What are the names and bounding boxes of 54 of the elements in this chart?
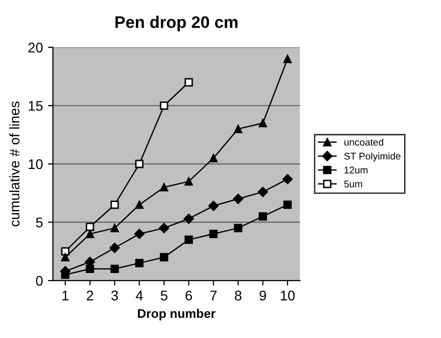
- point: [234, 124, 242, 134]
- x-tick-label: 5: [160, 290, 168, 300]
- legend-label: 5um: [344, 180, 362, 188]
- point: [258, 118, 268, 128]
- y-tick-label: 20: [28, 42, 43, 52]
- y-tick-label: 10: [28, 159, 43, 170]
- point: [158, 222, 170, 234]
- legend-label: ST Polyimide: [344, 152, 400, 162]
- point: [184, 236, 193, 244]
- point: [282, 174, 293, 184]
- point: [209, 230, 218, 238]
- point: [184, 78, 193, 86]
- x-tick-label: 2: [86, 290, 94, 300]
- legend-label: uncoated: [344, 138, 384, 146]
- x-tick-label: 6: [186, 290, 192, 300]
- point: [160, 101, 168, 110]
- point: [135, 258, 144, 268]
- x-tick-label: 10: [280, 290, 295, 300]
- point: [184, 177, 193, 186]
- point: [61, 253, 70, 262]
- point: [258, 186, 268, 198]
- point: [160, 183, 168, 192]
- point: [86, 222, 94, 232]
- point: [110, 242, 120, 254]
- y-tick-label: 15: [28, 101, 43, 111]
- point: [233, 194, 244, 204]
- x-tick-label: 3: [111, 290, 118, 300]
- point: [208, 200, 219, 212]
- x-tick-label: 9: [260, 290, 266, 300]
- point: [134, 228, 144, 240]
- point: [135, 200, 144, 209]
- x-axis-title: Drop number: [138, 308, 216, 320]
- x-tick-label: 7: [210, 290, 217, 300]
- point: [283, 54, 292, 64]
- x-tick-label: 1: [62, 290, 68, 300]
- point: [135, 160, 144, 168]
- y-tick-label: 0: [36, 276, 43, 286]
- point: [110, 200, 119, 209]
- y-tick-label: 5: [36, 218, 43, 228]
- point: [234, 224, 242, 232]
- point: [209, 154, 218, 162]
- point: [86, 264, 94, 274]
- x-tick-label: 8: [234, 290, 242, 300]
- legend-label: 12um: [344, 166, 368, 174]
- point: [110, 224, 119, 232]
- y-axis-title: cumulative # of lines: [9, 102, 20, 226]
- point: [258, 212, 268, 221]
- point: [184, 214, 194, 224]
- point: [283, 200, 292, 209]
- x-tick-label: 4: [136, 290, 143, 300]
- point: [86, 230, 94, 238]
- chart-title: Pen drop 20 cm: [115, 16, 238, 32]
- point: [160, 253, 168, 262]
- point: [110, 264, 119, 274]
